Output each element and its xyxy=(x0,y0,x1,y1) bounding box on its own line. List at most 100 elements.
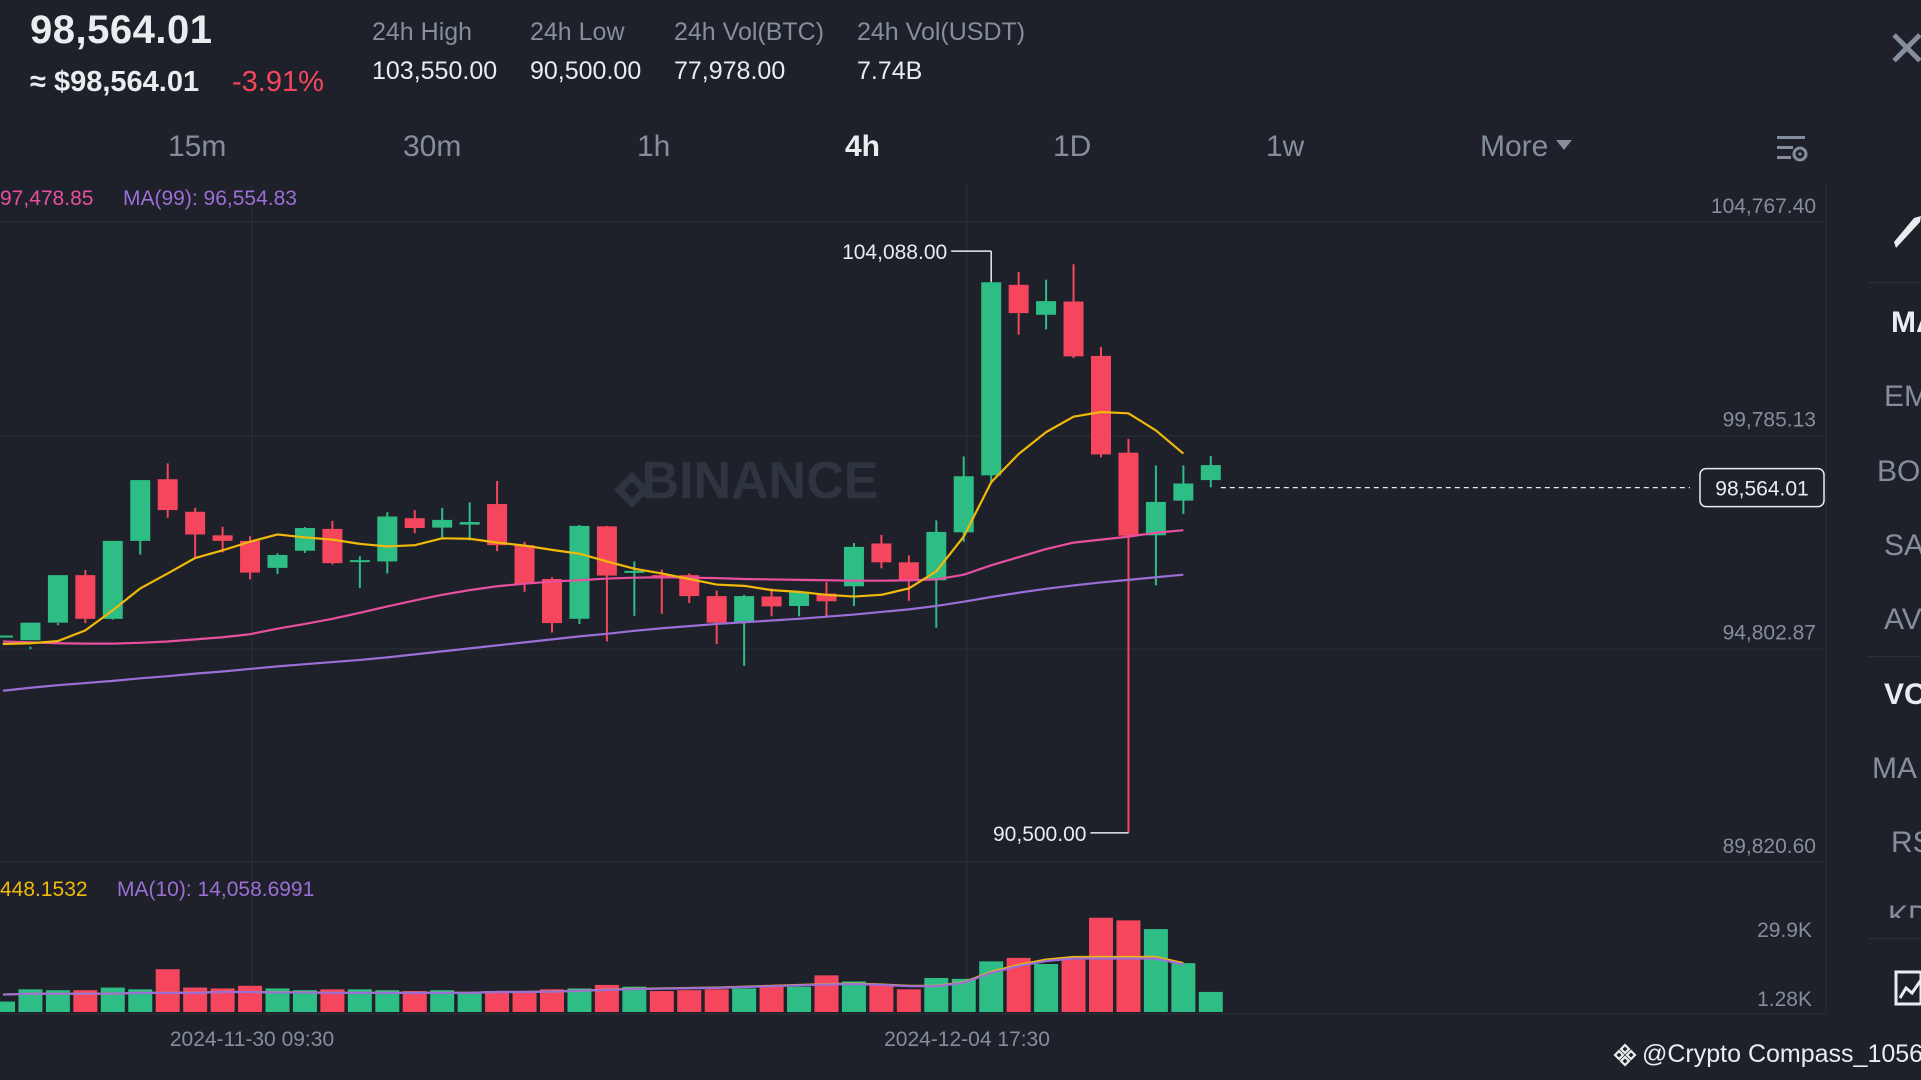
x-axis-label: 2024-12-04 17:30 xyxy=(884,1028,1050,1051)
tab-more-label: More xyxy=(1480,130,1549,163)
volume-bar xyxy=(732,988,757,1012)
candle-body xyxy=(404,518,425,529)
volume-bar xyxy=(183,987,208,1012)
volume-bar xyxy=(45,990,70,1012)
ma99-line xyxy=(2,573,1184,692)
tab-more[interactable]: More xyxy=(1480,130,1573,164)
volume-bar xyxy=(347,989,372,1012)
volume-bar xyxy=(1034,964,1059,1012)
volume-bar xyxy=(430,990,455,1012)
candle-body xyxy=(542,578,562,624)
candle-body xyxy=(349,560,370,563)
candle-body xyxy=(432,519,453,528)
close-icon[interactable]: ✕ xyxy=(1886,21,1921,77)
candle-body xyxy=(1008,284,1029,314)
candle-body xyxy=(1118,452,1139,536)
tab-1w[interactable]: 1w xyxy=(1266,130,1305,163)
tab-4h[interactable]: 4h xyxy=(845,130,881,163)
volume-bar xyxy=(485,991,510,1012)
volume-bar xyxy=(677,990,702,1012)
indicator-kdj-wrap[interactable]: KD xyxy=(1880,900,1921,918)
current-price-label: 98,564.01 xyxy=(1715,478,1808,501)
ma7-line xyxy=(2,410,1185,646)
volume-bar xyxy=(1116,920,1141,1012)
volume-bar xyxy=(210,988,235,1012)
candle-body xyxy=(1200,465,1221,481)
volume-bar xyxy=(100,987,125,1012)
author-credit-text: @Crypto Compass_1056 xyxy=(1642,1040,1921,1068)
volume-bar xyxy=(649,991,674,1012)
vol-ma-legend: MA(10): 14,058.6991 xyxy=(117,878,314,901)
y-axis-label: 99,785.13 xyxy=(1723,408,1816,431)
tab-30m[interactable]: 30m xyxy=(403,130,462,163)
indicator-macd[interactable]: MA xyxy=(1872,752,1917,785)
candle-body xyxy=(157,479,178,511)
chart-type-icon[interactable] xyxy=(1894,970,1921,1006)
high-marker-label: 104,088.00 xyxy=(842,241,947,264)
volume-bar xyxy=(512,991,537,1012)
stat-label: 24h High xyxy=(372,18,473,46)
candle-body xyxy=(789,592,810,606)
indicator-ma[interactable]: MA xyxy=(1891,306,1921,339)
candle-body xyxy=(926,531,947,581)
volume-bar xyxy=(238,985,263,1012)
indicator-kdj[interactable]: KD xyxy=(1888,900,1921,918)
last-price: 98,564.01 xyxy=(30,8,213,52)
candle-body xyxy=(102,540,123,619)
x-axis-label: 2024-11-30 09:30 xyxy=(170,1028,334,1051)
ma99-legend: MA(99): 96,554.83 xyxy=(123,187,297,210)
binance-watermark: BINANCE xyxy=(642,452,879,510)
side-divider xyxy=(1868,656,1921,657)
candle-body xyxy=(1063,301,1084,357)
binance-watermark-logo xyxy=(614,472,650,508)
volume-ma10-line xyxy=(2,957,1184,996)
stat-24h-vol-btc: 24h Vol(BTC) 77,978.00 xyxy=(674,18,824,86)
volume-bar xyxy=(1143,929,1168,1012)
indicator-sar[interactable]: SA xyxy=(1884,529,1921,562)
volume-bar xyxy=(567,988,592,1012)
candle-body xyxy=(47,575,68,623)
tab-1d[interactable]: 1D xyxy=(1053,130,1092,163)
volume-ma5-line xyxy=(2,955,1184,996)
stat-value: 90,500.00 xyxy=(530,57,642,85)
draw-tool-icon[interactable] xyxy=(1892,212,1921,252)
volume-bar xyxy=(0,1001,15,1012)
tab-1h[interactable]: 1h xyxy=(637,130,671,163)
candle-body xyxy=(487,504,508,546)
candle-body xyxy=(981,282,1002,476)
indicator-ema[interactable]: EM xyxy=(1884,380,1921,413)
volume-bar xyxy=(155,969,180,1012)
candle-body xyxy=(734,596,755,622)
binance-logo-icon xyxy=(1613,1043,1637,1067)
candle-body xyxy=(294,528,315,551)
y-axis-label: 89,820.60 xyxy=(1723,835,1816,858)
candle-body xyxy=(20,622,41,641)
volume-bar xyxy=(1198,991,1223,1012)
indicator-vol[interactable]: VO xyxy=(1884,678,1921,711)
volume-bar xyxy=(292,990,317,1012)
last-price-usd: ≈ $98,564.01 xyxy=(30,66,200,98)
chart-settings-icon[interactable] xyxy=(1776,132,1808,166)
volume-bar xyxy=(1089,917,1113,1012)
vol-axis-label: 1.28K xyxy=(1757,988,1812,1011)
candle-body xyxy=(761,596,782,607)
candle-body xyxy=(130,480,151,541)
tab-15m[interactable]: 15m xyxy=(168,130,227,163)
candle-body xyxy=(706,596,727,623)
indicator-avl[interactable]: AV xyxy=(1884,603,1921,636)
volume-bar xyxy=(704,989,729,1012)
candle-body xyxy=(185,511,206,535)
indicator-boll[interactable]: BO xyxy=(1877,455,1921,488)
stat-label: 24h Vol(BTC) xyxy=(674,18,825,46)
volume-bar xyxy=(402,991,427,1012)
stat-24h-low: 24h Low 90,500.00 xyxy=(530,18,641,86)
candle-body xyxy=(816,593,837,602)
volume-bar xyxy=(787,986,812,1012)
volume-bar xyxy=(457,991,482,1012)
candle-body xyxy=(514,545,535,584)
indicator-rsi[interactable]: RS xyxy=(1891,826,1921,859)
candle-body xyxy=(953,476,974,533)
candle-body xyxy=(843,546,864,587)
candle-body xyxy=(898,562,919,582)
